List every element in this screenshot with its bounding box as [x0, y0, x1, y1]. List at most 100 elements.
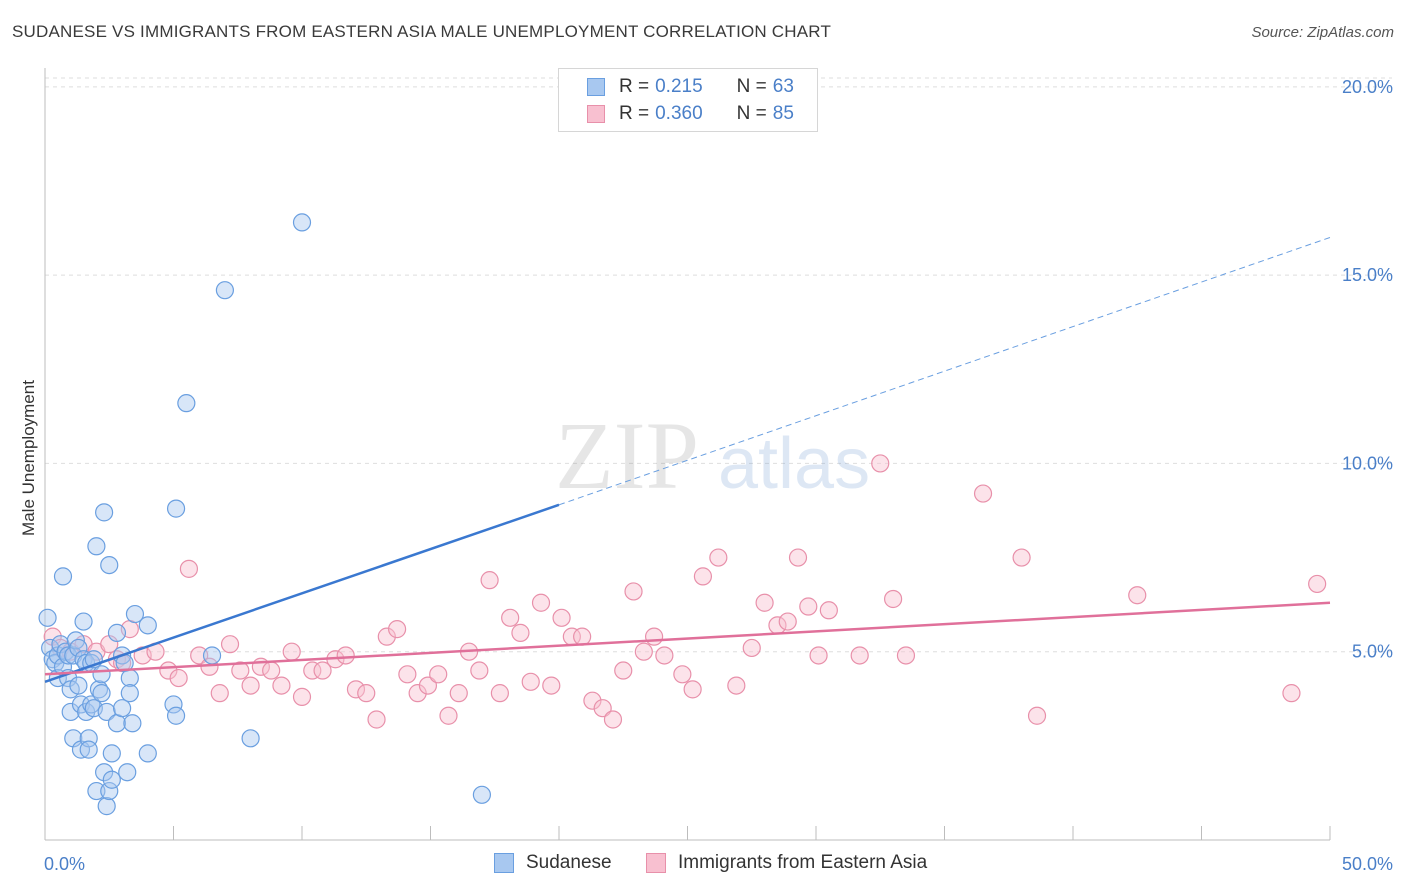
bottom-legend-sudanese: Sudanese [494, 852, 612, 874]
sudanese-point [292, 213, 312, 232]
sudanese-point [87, 781, 106, 801]
eastern-asia-point [190, 646, 209, 665]
eastern-asia-point [231, 661, 250, 680]
eastern-asia-point [521, 672, 540, 691]
x-tick-label-max: 50.0% [1342, 854, 1393, 874]
bottom-legend-eastern-asia: Immigrants from Eastern Asia [646, 852, 927, 874]
eastern-asia-point [542, 676, 561, 695]
sudanese-point [125, 604, 145, 624]
eastern-asia-point [429, 665, 448, 684]
watermark-zip: ZIP [555, 402, 699, 509]
eastern-asia-point [850, 646, 869, 665]
y-tick-label: 20.0% [1342, 77, 1393, 97]
eastern-asia-point [973, 484, 993, 503]
legend-r-label: R = [619, 76, 650, 97]
sudanese-point [87, 537, 106, 556]
eastern-asia-point [727, 676, 746, 695]
eastern-asia-point [788, 548, 808, 567]
eastern-asia-point [871, 454, 890, 473]
sudanese-point [118, 763, 137, 782]
eastern-asia-point [583, 691, 602, 710]
eastern-asia-point [614, 661, 633, 680]
eastern-asia-point [755, 593, 774, 612]
bottom-legend-label-sudanese: Sudanese [526, 852, 612, 873]
bottom-legend: Sudanese Immigrants from Eastern Asia [0, 852, 1406, 876]
eastern-asia-point [169, 668, 188, 688]
eastern-asia-point [742, 638, 761, 658]
eastern-asia-point [819, 601, 838, 620]
sudanese-point [166, 499, 186, 518]
eastern-asia-point [272, 676, 291, 695]
sudanese-point [69, 676, 88, 695]
sudanese-point [102, 744, 121, 763]
sudanese-point [138, 616, 157, 635]
eastern-asia-point [531, 593, 551, 612]
eastern-asia-point [1128, 586, 1147, 605]
sudanese-point [69, 638, 88, 658]
sudanese-point [38, 608, 57, 627]
eastern-asia-point [241, 676, 260, 695]
legend-row-sudanese: R = 0.215 N = 63 [587, 75, 794, 99]
source-label: Source: ZipAtlas.com [1251, 24, 1394, 41]
sudanese-point [123, 714, 142, 733]
legend-n-value: 63 [772, 76, 794, 97]
sudanese-point [120, 668, 139, 688]
y-tick-label: 15.0% [1342, 265, 1393, 285]
sudanese-point [92, 684, 111, 703]
eastern-asia-point [303, 661, 322, 680]
eastern-asia-point [896, 646, 916, 665]
eastern-asia-point [398, 665, 417, 684]
eastern-asia-point [693, 567, 713, 586]
sudanese-point [107, 623, 127, 642]
sudanese-point [166, 706, 186, 725]
eastern-asia-point [449, 684, 468, 703]
series-sudanese-points [38, 213, 491, 816]
eastern-asia-point [883, 589, 903, 609]
eastern-asia-point [683, 680, 702, 699]
legend-swatch-eastern-asia [587, 105, 605, 123]
sudanese-point [100, 781, 119, 801]
sudanese-point [202, 646, 222, 665]
legend-r-value: 0.360 [655, 103, 703, 124]
watermark-atlas: atlas [718, 424, 870, 504]
eastern-asia-point [470, 661, 489, 680]
legend-r-label: R = [619, 103, 650, 124]
x-tick-label-min: 0.0% [44, 854, 85, 874]
eastern-asia-point [439, 706, 458, 725]
sudanese-point [95, 503, 114, 522]
eastern-asia-point [1282, 684, 1301, 703]
eastern-asia-point [634, 642, 653, 661]
eastern-asia-point [418, 676, 438, 695]
legend-n-label: N = [736, 76, 767, 97]
eastern-asia-point [809, 646, 828, 665]
eastern-asia-point [624, 582, 643, 601]
eastern-asia-point [480, 571, 499, 590]
eastern-asia-point [593, 699, 612, 718]
eastern-asia-point [377, 627, 396, 646]
sudanese-point [92, 665, 111, 684]
eastern-asia-point [1012, 548, 1031, 567]
legend-swatch-sudanese [587, 78, 605, 96]
sudanese-point [74, 612, 93, 631]
eastern-asia-point [292, 687, 312, 706]
eastern-asia-point [655, 646, 674, 665]
sudanese-point [120, 684, 139, 703]
eastern-asia-point [552, 608, 571, 627]
bottom-legend-label-eastern-asia: Immigrants from Eastern Asia [678, 852, 928, 873]
eastern-asia-point [603, 710, 623, 729]
sudanese-point [97, 797, 116, 816]
eastern-asia-point [367, 710, 386, 729]
sudanese-point [215, 281, 234, 300]
eastern-asia-point [313, 661, 332, 680]
eastern-asia-trend-line [44, 601, 1331, 676]
trend-lines [44, 236, 1331, 684]
legend-n-label: N = [736, 103, 767, 124]
eastern-asia-point [179, 559, 199, 578]
eastern-asia-point [778, 612, 797, 631]
legend-n-value: 85 [772, 103, 794, 124]
sudanese-point [112, 699, 132, 718]
y-axis-label: Male Unemployment [19, 380, 38, 536]
eastern-asia-point [220, 635, 240, 654]
bottom-legend-swatch-sudanese [494, 853, 514, 873]
